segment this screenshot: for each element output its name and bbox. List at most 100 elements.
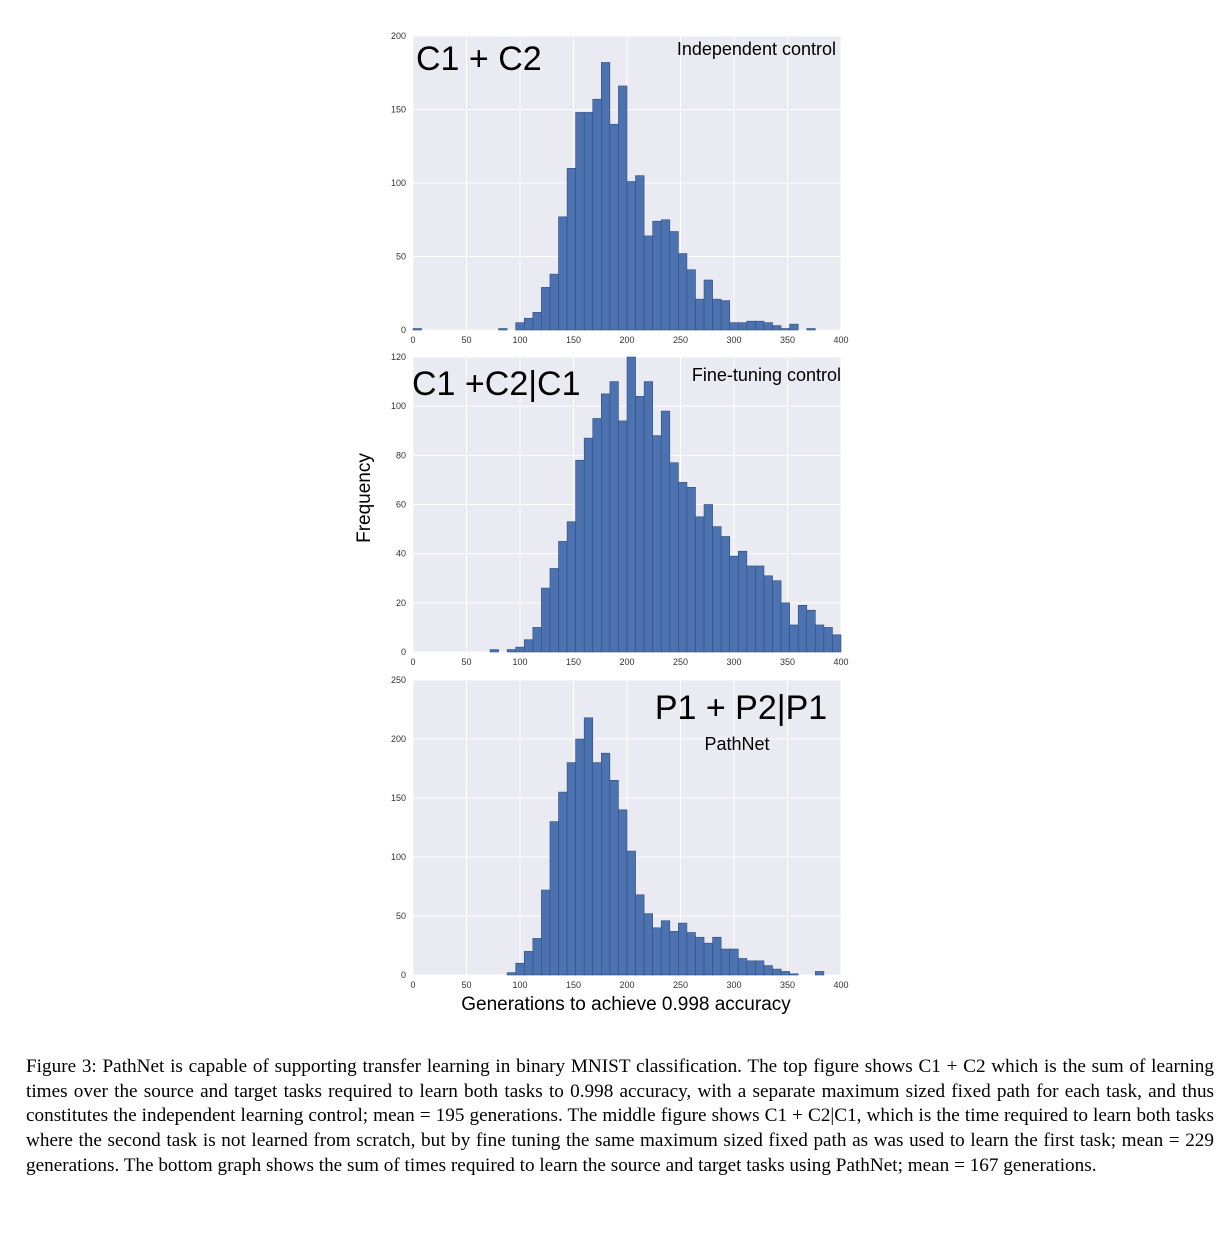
histogram-bar bbox=[755, 565, 765, 653]
histogram-bar bbox=[660, 219, 671, 331]
histogram-bar bbox=[498, 328, 508, 331]
histogram-bar bbox=[558, 791, 568, 976]
histogram-bar bbox=[695, 516, 705, 653]
histogram-bar bbox=[541, 287, 551, 331]
histogram-bar bbox=[618, 85, 628, 331]
y-tick-label: 80 bbox=[396, 450, 406, 460]
histogram-bar bbox=[575, 459, 585, 653]
histogram-bar bbox=[412, 328, 422, 331]
histogram-bar bbox=[806, 328, 816, 331]
histogram-bar bbox=[618, 809, 628, 976]
histogram-bar bbox=[815, 624, 825, 653]
histogram-bar bbox=[806, 609, 816, 653]
histogram-bar bbox=[772, 325, 782, 331]
panel-subtitle: PathNet bbox=[704, 734, 769, 754]
histogram-bar bbox=[532, 312, 542, 331]
x-tick-label: 150 bbox=[566, 335, 581, 345]
x-tick-label: 150 bbox=[566, 980, 581, 990]
histogram-bar bbox=[532, 938, 542, 976]
x-tick-label: 250 bbox=[673, 980, 688, 990]
histogram-bar bbox=[729, 948, 739, 976]
y-tick-label: 0 bbox=[401, 970, 406, 980]
histogram-panel-1: 0 50 100 150 200 0 50 100 150 200 250 300 350 400 C1 +… bbox=[391, 31, 849, 345]
histogram-bar bbox=[763, 965, 773, 976]
histogram-bar bbox=[720, 948, 731, 976]
panel-title: C1 + C2 bbox=[416, 40, 542, 78]
histogram-bar bbox=[601, 752, 611, 976]
histogram-bar bbox=[660, 410, 671, 653]
panel-title: P1 + P2|P1 bbox=[655, 689, 827, 727]
histogram-bar bbox=[643, 913, 653, 976]
histogram-bar bbox=[549, 273, 559, 331]
histogram-bar bbox=[592, 98, 602, 331]
histogram-bar bbox=[737, 322, 748, 331]
histogram-bar bbox=[746, 960, 756, 976]
histogram-bar bbox=[643, 381, 653, 653]
panel-subtitle: Fine-tuning control bbox=[692, 365, 841, 385]
histogram-bar bbox=[515, 322, 525, 331]
histogram-bar bbox=[558, 216, 568, 331]
histogram-bar bbox=[583, 437, 594, 653]
histogram-bar bbox=[686, 486, 696, 653]
y-tick-label: 100 bbox=[391, 178, 406, 188]
y-axis-label: Frequency bbox=[354, 453, 375, 543]
y-tick-label: 100 bbox=[391, 401, 406, 411]
histogram-bar bbox=[626, 181, 636, 331]
histogram-bar bbox=[549, 821, 559, 976]
histogram-bar bbox=[772, 580, 782, 653]
y-tick-label: 60 bbox=[396, 500, 406, 510]
histogram-figure: Frequency Generations to achieve 0.998 a… bbox=[354, 31, 849, 1015]
histogram-bar bbox=[729, 322, 739, 331]
histogram-bar bbox=[575, 112, 585, 331]
figure-caption: Figure 3: PathNet is capable of supporti… bbox=[26, 1056, 1214, 1176]
histogram-bar bbox=[652, 435, 662, 653]
histogram-bar bbox=[720, 536, 731, 653]
histogram-bar bbox=[780, 971, 790, 976]
x-tick-label: 350 bbox=[780, 657, 795, 667]
histogram-bar bbox=[755, 960, 765, 976]
histogram-bar bbox=[601, 62, 611, 331]
histogram-bar bbox=[558, 541, 568, 653]
histogram-bar bbox=[541, 889, 551, 976]
histogram-bar bbox=[643, 235, 653, 331]
histogram-bar bbox=[789, 624, 799, 653]
histogram-bar bbox=[515, 646, 525, 653]
histogram-bar bbox=[823, 627, 833, 653]
histogram-panel-3: 0 50 100 150 200 250 0 50 100 150 200 250 300 350 400 P… bbox=[391, 675, 849, 990]
histogram-bar bbox=[618, 420, 628, 653]
x-tick-label: 250 bbox=[673, 335, 688, 345]
histogram-bar bbox=[523, 317, 534, 331]
y-tick-label: 0 bbox=[401, 647, 406, 657]
histogram-bar bbox=[780, 602, 790, 653]
x-tick-label: 0 bbox=[410, 980, 415, 990]
x-tick-label: 200 bbox=[619, 335, 634, 345]
x-tick-label: 50 bbox=[461, 657, 471, 667]
histogram-panel-2: 0 20 40 60 80 100 120 0 50 100 150 200 250 300 350 400 C… bbox=[391, 352, 849, 667]
histogram-bar bbox=[652, 220, 662, 331]
x-tick-label: 350 bbox=[780, 980, 795, 990]
histogram-bar bbox=[669, 462, 679, 653]
x-tick-label: 250 bbox=[673, 657, 688, 667]
x-tick-label: 400 bbox=[833, 335, 848, 345]
histogram-bar bbox=[763, 575, 773, 653]
histogram-bar bbox=[780, 328, 790, 331]
histogram-bar bbox=[583, 112, 594, 331]
histogram-bar bbox=[566, 521, 576, 653]
histogram-bar bbox=[592, 762, 602, 976]
y-tick-label: 150 bbox=[391, 105, 406, 115]
histogram-bar bbox=[712, 936, 722, 976]
histogram-bar bbox=[746, 565, 756, 653]
histogram-bar bbox=[609, 381, 619, 653]
histogram-bar bbox=[772, 968, 782, 976]
histogram-bar bbox=[660, 920, 671, 976]
panel-title: C1 +C2|C1 bbox=[412, 365, 581, 403]
histogram-bar bbox=[678, 922, 688, 976]
x-tick-label: 200 bbox=[619, 657, 634, 667]
histogram-bar bbox=[583, 717, 594, 976]
histogram-bar bbox=[703, 504, 713, 653]
x-tick-label: 350 bbox=[780, 335, 795, 345]
x-tick-label: 100 bbox=[512, 335, 527, 345]
histogram-bar bbox=[737, 958, 748, 976]
histogram-bar bbox=[755, 320, 765, 331]
x-tick-label: 0 bbox=[410, 657, 415, 667]
